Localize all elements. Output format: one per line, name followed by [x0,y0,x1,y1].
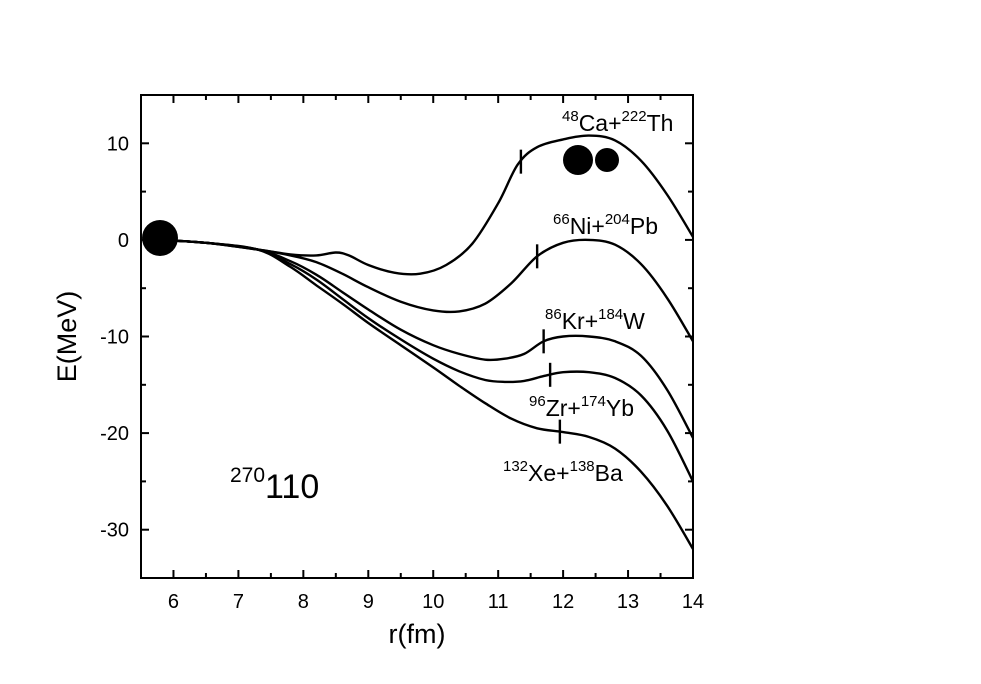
series-line-3 [160,238,695,482]
x-tick-label: 11 [488,591,509,613]
decor-group [142,145,619,256]
series-label-ca-th: 48Ca+222Th [562,108,673,136]
series-line-1 [160,238,695,342]
y-tick-label: -10 [100,327,129,349]
y-tick-label: -20 [100,423,129,445]
x-tick-label: 8 [298,591,309,613]
compound-nucleus-dot [142,220,178,256]
x-tick-label: 9 [363,591,374,613]
x-tick-label: 13 [617,591,639,613]
series-line-4 [160,238,695,550]
tick-labels-group: 6 7 8 9 10 11 12 13 14 -30 -20 -10 0 10 [100,133,704,613]
series-line-0 [160,134,695,276]
x-tick-label: 10 [422,591,444,613]
series-label-zr-yb: 96Zr+174Yb [529,393,634,421]
series-label-ni-pb: 66Ni+204Pb [553,211,658,239]
y-tick-label: 0 [118,230,129,252]
x-tick-label: 14 [682,591,704,613]
y-tick-label: -30 [100,520,129,542]
series-label-kr-w: 86Kr+184W [545,306,645,334]
x-tick-label: 6 [168,591,179,613]
target-nucleus-dot [563,145,593,175]
ticks-group [140,94,694,579]
series-line-2 [160,238,695,439]
curves-group [160,134,695,550]
projectile-nucleus-dot [595,148,619,172]
x-tick-label: 7 [233,591,244,613]
series-label-xe-ba: 132Xe+138Ba [503,458,623,486]
x-tick-label: 12 [552,591,574,613]
x-axis-label: r(fm) [389,619,446,649]
y-tick-label: 10 [107,133,129,155]
nucleus-label: 270110 [230,464,319,506]
y-axis-label: E(MeV) [52,291,82,383]
